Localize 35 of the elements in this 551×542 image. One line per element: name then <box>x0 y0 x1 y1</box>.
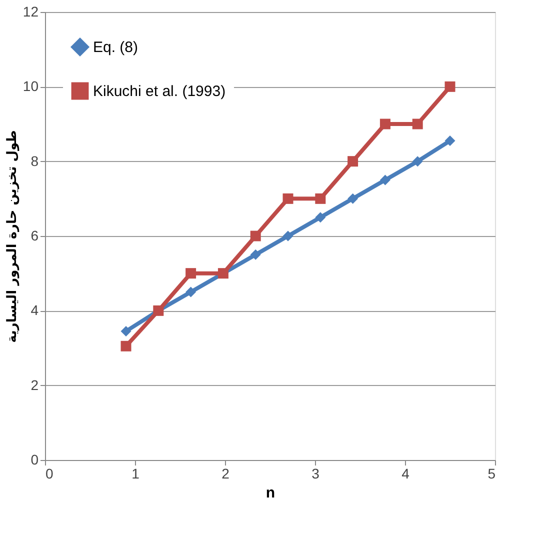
legend-label: Eq. (8) <box>93 39 138 56</box>
point <box>315 193 326 204</box>
x-tick-label: 1 <box>132 466 140 482</box>
point <box>380 174 390 186</box>
point <box>120 340 132 352</box>
y-tick-label: 0 <box>30 452 39 468</box>
point <box>380 118 390 130</box>
point <box>282 230 294 242</box>
point <box>348 193 358 204</box>
point <box>412 118 423 130</box>
x-tick-label: 0 <box>46 466 54 482</box>
y-tick-label: 6 <box>30 228 39 244</box>
point <box>444 136 456 146</box>
y-tick-label: 2 <box>30 376 39 393</box>
x-tick-label: 2 <box>222 466 230 482</box>
y-tick-label: 4 <box>30 302 39 318</box>
legend-label: Kikuchi et al. (1993) <box>93 83 226 100</box>
point <box>186 286 196 298</box>
point <box>120 326 132 336</box>
point <box>412 156 423 167</box>
x-axis-title: n <box>266 484 276 502</box>
point <box>348 156 358 167</box>
y-tick-label: 10 <box>22 78 39 94</box>
point <box>250 249 261 260</box>
point <box>250 230 261 242</box>
point <box>282 193 294 204</box>
x-tick-label: 5 <box>488 466 496 482</box>
point <box>315 212 326 223</box>
y-axis-title: طول تخزين حارة المرور اليسارية <box>4 130 20 343</box>
x-tick-label: 4 <box>402 466 410 482</box>
y-tick-label: 12 <box>22 4 39 20</box>
y-tick-label: 8 <box>30 152 39 169</box>
point <box>186 268 196 279</box>
x-tick-label: 3 <box>312 466 320 482</box>
point <box>444 81 456 92</box>
